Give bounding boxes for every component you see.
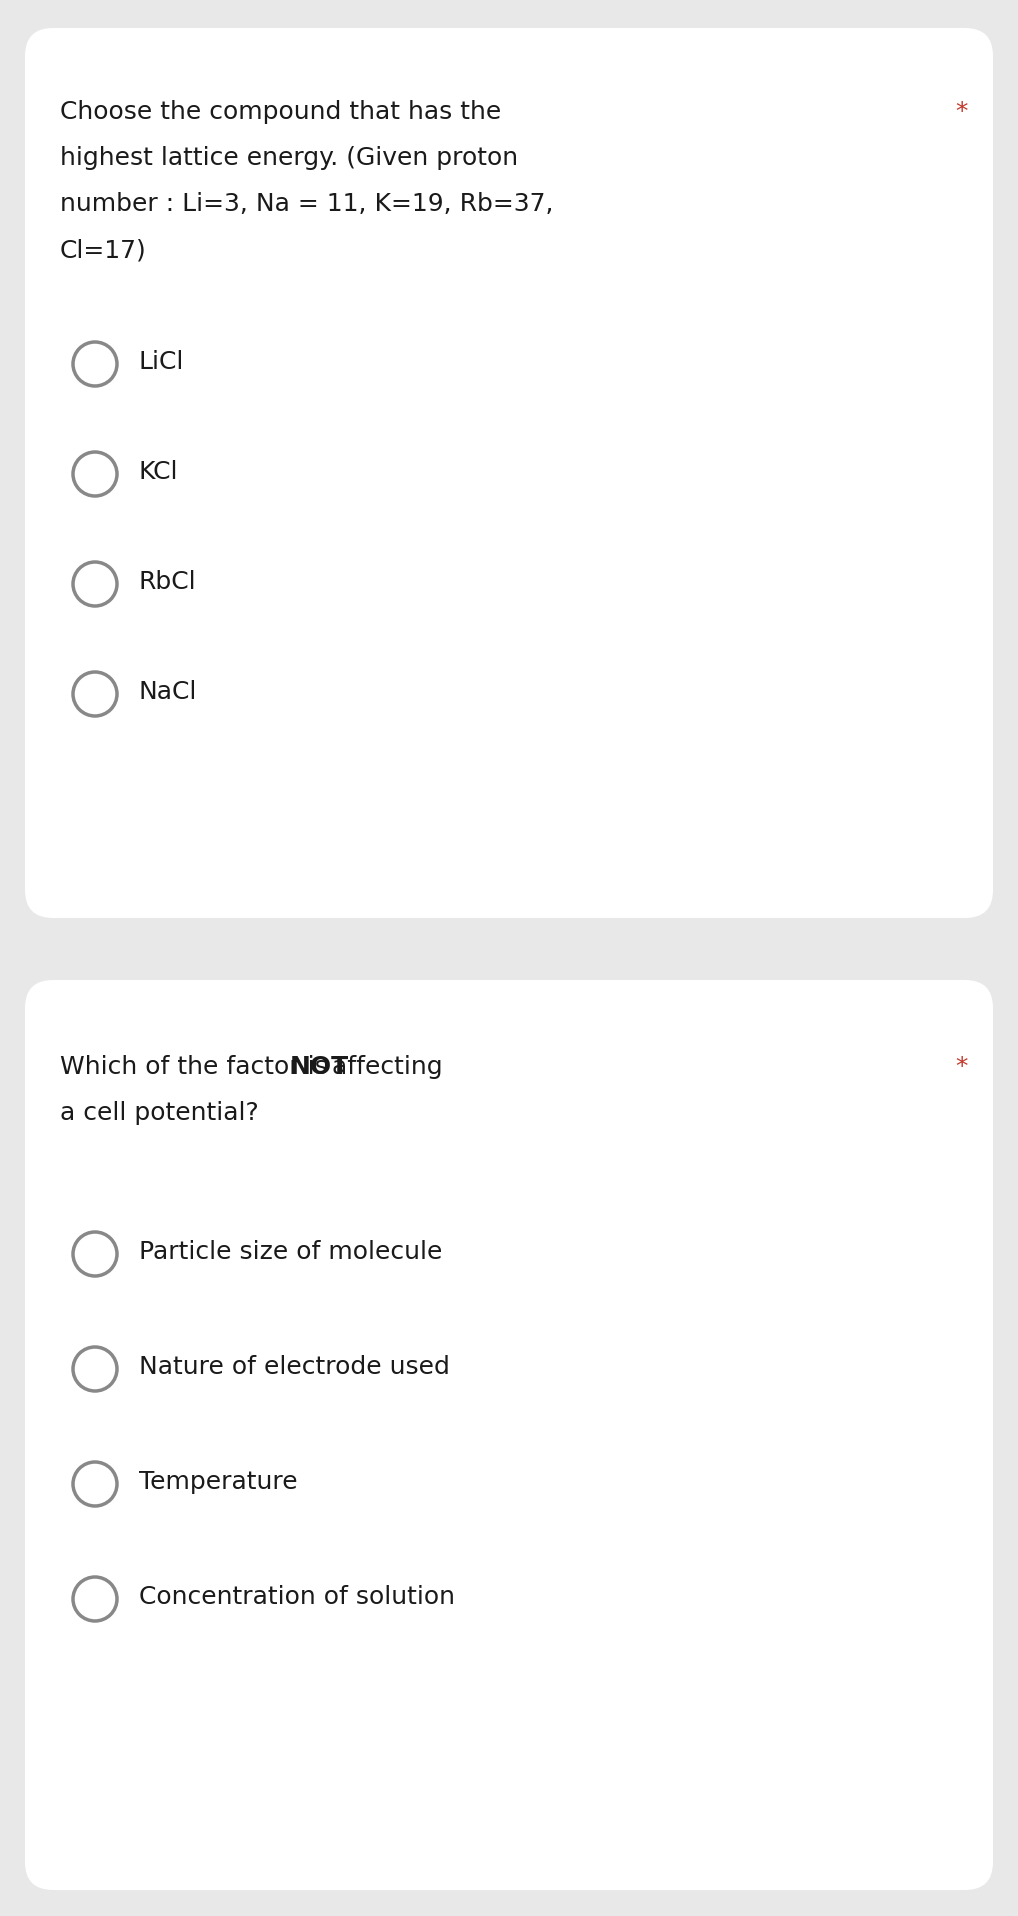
Circle shape — [73, 1347, 117, 1391]
Text: NaCl: NaCl — [139, 680, 197, 703]
Circle shape — [73, 341, 117, 385]
Text: highest lattice energy. (Given proton: highest lattice energy. (Given proton — [60, 146, 518, 171]
Circle shape — [73, 673, 117, 717]
Circle shape — [73, 1462, 117, 1506]
Text: Temperature: Temperature — [139, 1470, 297, 1494]
FancyBboxPatch shape — [25, 979, 993, 1889]
Text: KCl: KCl — [139, 460, 178, 485]
Text: affecting: affecting — [325, 1056, 443, 1079]
Circle shape — [73, 1577, 117, 1621]
Text: Nature of electrode used: Nature of electrode used — [139, 1355, 450, 1380]
Circle shape — [73, 452, 117, 496]
Text: Choose the compound that has the: Choose the compound that has the — [60, 100, 501, 125]
Circle shape — [73, 1232, 117, 1276]
Text: RbCl: RbCl — [139, 569, 196, 594]
Text: *: * — [955, 1056, 967, 1079]
Text: Cl=17): Cl=17) — [60, 238, 147, 262]
Text: a cell potential?: a cell potential? — [60, 1102, 259, 1125]
Text: Concentration of solution: Concentration of solution — [139, 1585, 455, 1609]
Circle shape — [73, 561, 117, 605]
Text: number : Li=3, Na = 11, K=19, Rb=37,: number : Li=3, Na = 11, K=19, Rb=37, — [60, 192, 554, 217]
Text: Particle size of molecule: Particle size of molecule — [139, 1240, 443, 1265]
FancyBboxPatch shape — [25, 29, 993, 918]
Text: LiCl: LiCl — [139, 351, 184, 374]
Text: Which of the factor is: Which of the factor is — [60, 1056, 336, 1079]
Text: *: * — [955, 100, 967, 125]
Text: NOT: NOT — [290, 1056, 349, 1079]
